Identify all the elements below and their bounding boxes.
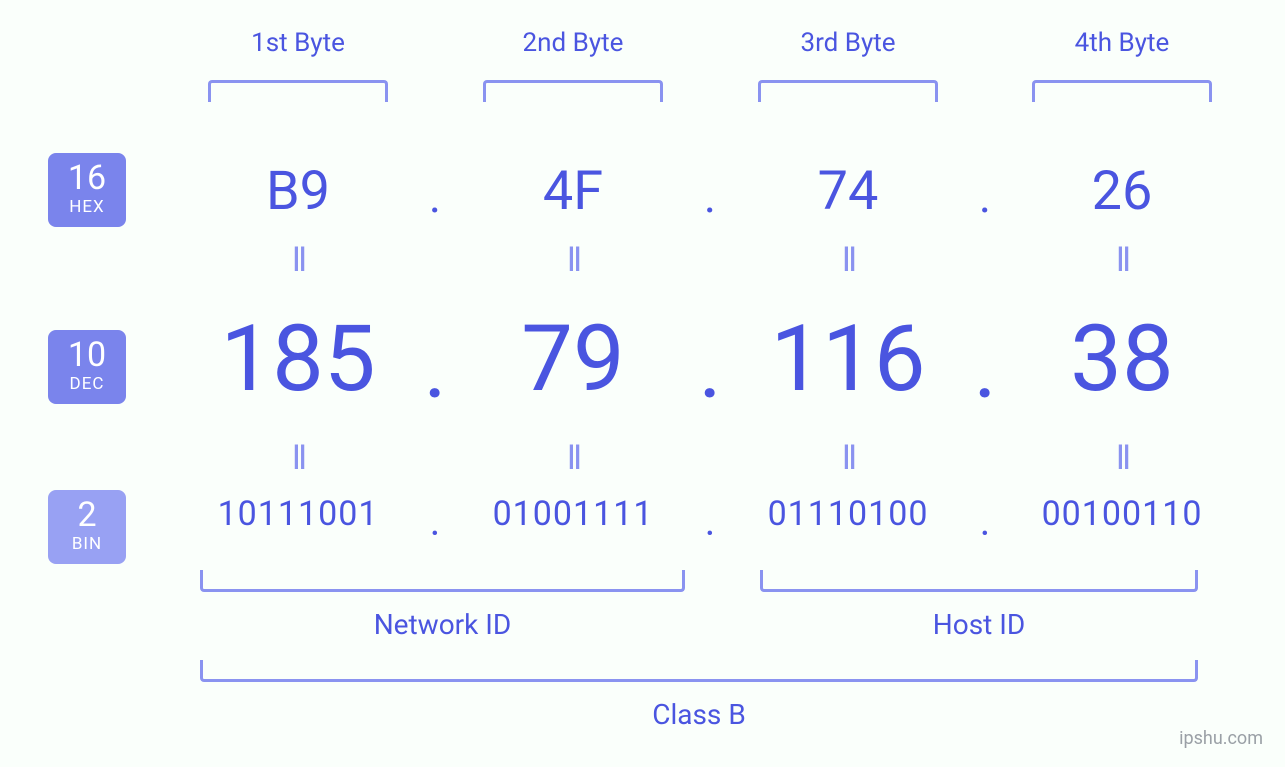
bin-byte-4: 00100110 [1017, 494, 1227, 534]
hex-byte-3: 74 [743, 160, 953, 223]
eq-top-2: II [553, 240, 593, 280]
class-bracket [200, 660, 1198, 682]
eq-bot-3: II [828, 438, 868, 478]
dec-dot-2: . [695, 330, 725, 415]
hex-byte-2: 4F [468, 160, 678, 223]
host-id-label: Host ID [760, 608, 1198, 641]
network-id-bracket [200, 570, 685, 592]
bin-byte-2: 01001111 [468, 494, 678, 534]
dec-byte-3: 116 [743, 306, 953, 413]
hex-dot-2: . [695, 170, 725, 224]
bin-byte-1: 10111001 [193, 494, 403, 534]
badge-hex-suffix: HEX [48, 197, 126, 217]
hex-dot-1: . [420, 170, 450, 224]
network-id-label: Network ID [200, 608, 685, 641]
dec-byte-2: 79 [468, 306, 678, 413]
badge-dec-suffix: DEC [48, 374, 126, 394]
eq-top-4: II [1102, 240, 1142, 280]
host-id-bracket [760, 570, 1198, 592]
class-label: Class B [200, 698, 1198, 731]
bin-byte-3: 01110100 [743, 494, 953, 534]
eq-bot-1: II [278, 438, 318, 478]
dec-byte-4: 38 [1017, 306, 1227, 413]
badge-dec-base: 10 [48, 338, 126, 372]
hex-byte-4: 26 [1017, 160, 1227, 223]
eq-top-3: II [828, 240, 868, 280]
ip-diagram: 16 HEX 10 DEC 2 BIN 1st Byte 2nd Byte 3r… [0, 0, 1285, 767]
top-bracket-4 [1032, 80, 1212, 102]
hex-byte-1: B9 [193, 160, 403, 223]
dec-dot-3: . [970, 330, 1000, 415]
byte-header-2: 2nd Byte [483, 28, 663, 58]
bin-dot-3: . [970, 498, 1000, 545]
byte-header-4: 4th Byte [1032, 28, 1212, 58]
badge-bin: 2 BIN [48, 490, 126, 564]
badge-hex-base: 16 [48, 161, 126, 195]
byte-header-1: 1st Byte [208, 28, 388, 58]
bin-dot-1: . [420, 498, 450, 545]
badge-bin-base: 2 [48, 498, 126, 532]
dec-dot-1: . [420, 330, 450, 415]
bin-dot-2: . [695, 498, 725, 545]
top-bracket-2 [483, 80, 663, 102]
eq-bot-2: II [553, 438, 593, 478]
top-bracket-1 [208, 80, 388, 102]
watermark: ipshu.com [1179, 728, 1263, 749]
byte-header-3: 3rd Byte [758, 28, 938, 58]
badge-hex: 16 HEX [48, 153, 126, 227]
badge-bin-suffix: BIN [48, 534, 126, 554]
eq-top-1: II [278, 240, 318, 280]
top-bracket-3 [758, 80, 938, 102]
eq-bot-4: II [1102, 438, 1142, 478]
hex-dot-3: . [970, 170, 1000, 224]
badge-dec: 10 DEC [48, 330, 126, 404]
dec-byte-1: 185 [193, 306, 403, 413]
